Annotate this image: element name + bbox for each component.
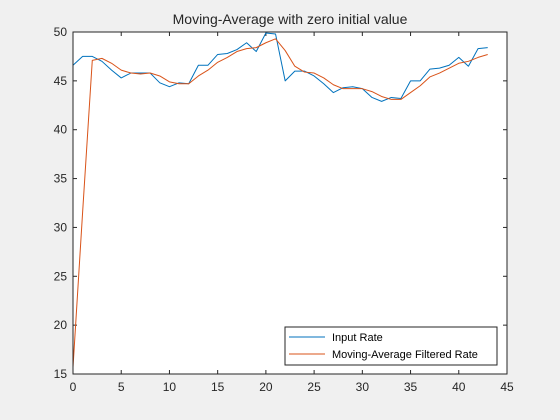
y-tick-label: 50	[54, 25, 68, 39]
series-line-filtered-rate	[72, 38, 488, 368]
x-tick-label: 45	[500, 380, 514, 394]
x-tick-label: 20	[259, 380, 273, 394]
x-tick-label: 5	[118, 380, 125, 394]
axes-box	[72, 31, 508, 375]
y-tick-label: 30	[54, 220, 68, 234]
x-tick-label: 35	[404, 380, 418, 394]
legend-label-input-rate: Input Rate	[332, 332, 383, 344]
legend: Input Rate Moving-Average Filtered Rate	[284, 326, 498, 366]
x-tick-label: 15	[211, 380, 225, 394]
y-tick-label: 15	[54, 367, 68, 381]
x-axis-ticks: 0 5 10 15 20 25 30 35 40 45	[70, 32, 514, 394]
x-tick-label: 30	[356, 380, 370, 394]
y-axis-ticks: 15 20 25 30 35 40 45 50	[54, 25, 507, 381]
series-line-input-rate	[72, 32, 488, 102]
legend-label-filtered-rate: Moving-Average Filtered Rate	[332, 349, 478, 361]
y-tick-label: 40	[54, 123, 68, 137]
x-tick-label: 25	[307, 380, 321, 394]
y-tick-label: 45	[54, 74, 68, 88]
chart-title: Moving-Average with zero initial value	[173, 11, 408, 27]
series-layer	[72, 32, 488, 368]
x-tick-label: 40	[452, 380, 466, 394]
x-tick-label: 10	[163, 380, 177, 394]
x-tick-label: 0	[70, 380, 77, 394]
y-tick-label: 35	[54, 172, 68, 186]
y-tick-label: 20	[54, 318, 68, 332]
plot-area	[73, 32, 507, 374]
y-tick-label: 25	[54, 269, 68, 283]
legend-box	[284, 326, 498, 366]
